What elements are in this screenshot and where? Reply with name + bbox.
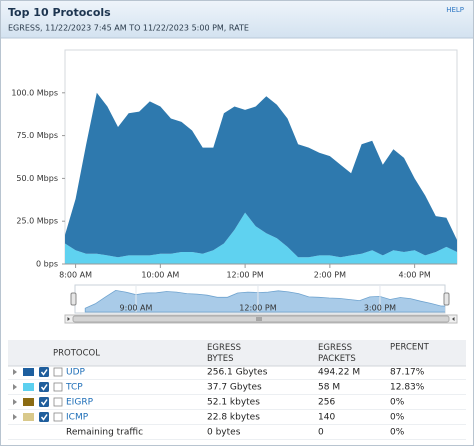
navigator-tick-label: 3:00 PM	[364, 304, 396, 313]
x-tick-label: 2:00 PM	[314, 271, 346, 280]
help-link[interactable]: HELP	[446, 6, 464, 14]
protocol-link[interactable]: ICMP	[66, 413, 89, 423]
chart-layer	[65, 92, 457, 264]
percent: 0%	[390, 428, 405, 438]
protocol-link[interactable]: UDP	[66, 368, 86, 378]
x-tick-label: 12:00 PM	[226, 271, 263, 280]
expand-arrow[interactable]	[13, 369, 17, 375]
x-tick-label: 10:00 AM	[141, 271, 179, 280]
checkmark	[40, 369, 48, 376]
table-header	[8, 340, 466, 366]
egress-bytes: 0 bytes	[207, 428, 241, 438]
egress-packets: 494.22 M	[318, 368, 360, 378]
egress-packets: 58 M	[318, 383, 340, 393]
expand-arrow[interactable]	[13, 414, 17, 420]
egress-bytes: 52.1 kbytes	[207, 398, 260, 408]
protocol-swatch	[23, 383, 34, 391]
protocol-name: Remaining traffic	[66, 428, 143, 438]
navigator-tick-label: 9:00 AM	[120, 304, 153, 313]
protocol-link[interactable]: EIGRP	[66, 398, 94, 408]
checkmark	[40, 399, 48, 406]
egress-packets: 140	[318, 413, 335, 423]
percent: 12.83%	[390, 383, 425, 393]
column-header: EGRESS PACKETS	[318, 343, 356, 364]
protocol-swatch	[23, 368, 34, 376]
egress-bytes: 37.7 Gbytes	[207, 383, 262, 393]
checkbox[interactable]	[39, 412, 49, 422]
egress-packets: 0	[318, 428, 324, 438]
y-tick-label: 75.0 Mbps	[16, 131, 58, 140]
checkbox[interactable]	[39, 367, 49, 377]
column-header: PERCENT	[390, 343, 430, 353]
percent: 0%	[390, 398, 405, 408]
protocol-icon	[53, 367, 63, 377]
egress-packets: 256	[318, 398, 335, 408]
y-tick-label: 25.0 Mbps	[16, 217, 58, 226]
protocol-icon	[53, 412, 63, 422]
checkbox[interactable]	[39, 382, 49, 392]
navigator-plot: 9:00 AM 12:00 PM 3:00 PM	[84, 285, 445, 313]
x-tick-label: 8:00 AM	[59, 271, 92, 280]
scroll-right-arrow[interactable]	[452, 317, 455, 321]
x-tick-label: 4:00 PM	[399, 271, 431, 280]
navigator-right-handle[interactable]	[443, 292, 450, 306]
expand-arrow[interactable]	[13, 399, 17, 405]
series-area	[65, 212, 457, 264]
protocol-swatch	[23, 398, 34, 406]
egress-bytes: 22.8 kbytes	[207, 413, 260, 423]
column-header: EGRESS BYTES	[207, 343, 241, 364]
widget-subtitle: EGRESS, 11/22/2023 7:45 AM TO 11/22/2023…	[8, 24, 249, 33]
scroll-left-arrow[interactable]	[67, 317, 71, 321]
protocol-icon	[53, 397, 63, 407]
protocol-link[interactable]: TCP	[65, 383, 83, 393]
percent: 87.17%	[390, 368, 425, 378]
column-header: PROTOCOL	[53, 349, 100, 359]
checkbox[interactable]	[39, 397, 49, 407]
navigator-tick-label: 12:00 PM	[239, 304, 276, 313]
y-tick-label: 50.0 Mbps	[16, 174, 58, 183]
checkmark	[40, 414, 48, 421]
y-tick-label: 100.0 Mbps	[11, 88, 58, 97]
protocol-icon	[53, 382, 63, 392]
widget-title: Top 10 Protocols	[8, 6, 111, 19]
header-bar	[1, 1, 473, 38]
y-tick-label: 0 bps	[36, 260, 58, 269]
series-area	[65, 92, 457, 258]
navigator-left-handle[interactable]	[70, 292, 77, 306]
expand-arrow[interactable]	[13, 384, 17, 390]
percent: 0%	[390, 413, 405, 423]
protocol-swatch	[23, 413, 34, 421]
checkmark	[40, 384, 48, 391]
egress-bytes: 256.1 Gbytes	[207, 368, 268, 378]
scroll-grip	[256, 317, 262, 321]
navigator-area	[84, 289, 445, 313]
